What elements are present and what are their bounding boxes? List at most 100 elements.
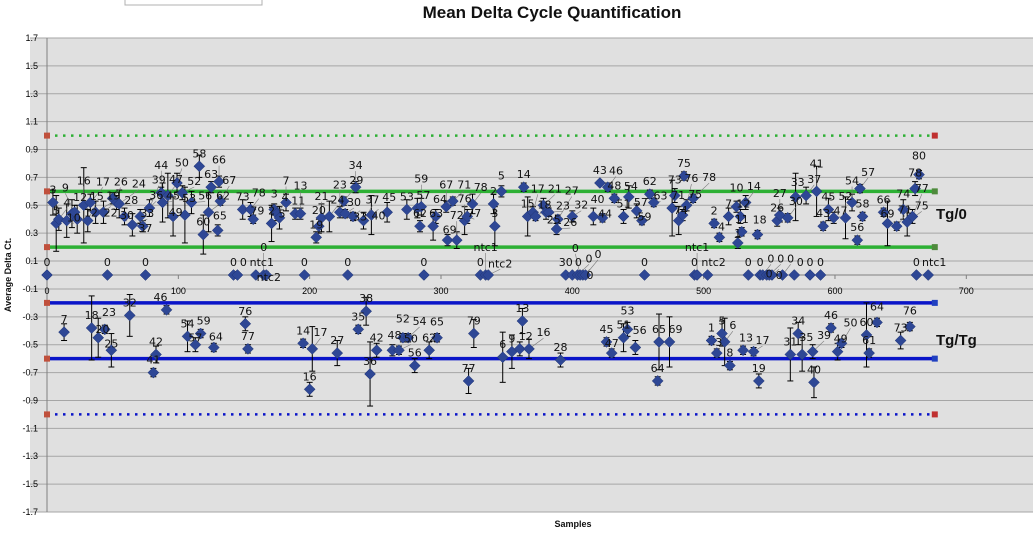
data-label: 52: [187, 175, 201, 188]
data-point: [364, 368, 376, 380]
threshold-end-marker: [931, 299, 938, 306]
data-point: [189, 338, 202, 351]
data-label: 3: [271, 187, 278, 200]
data-point: [244, 203, 257, 216]
data-point: [839, 211, 852, 224]
data-point: [341, 269, 354, 281]
y-tick-label: -0.5: [22, 340, 38, 350]
data-label: 19: [309, 218, 323, 231]
data-label: 77: [241, 330, 255, 343]
data-label: 23: [102, 306, 116, 319]
data-label: 43: [816, 207, 830, 220]
data-point: [427, 220, 439, 233]
data-point: [622, 191, 635, 203]
data-point: [579, 269, 592, 281]
data-label: 77: [915, 182, 929, 195]
data-label: 74: [674, 204, 688, 217]
data-label: 49: [169, 206, 183, 219]
data-label: 54: [181, 317, 195, 330]
data-point: [239, 317, 252, 330]
data-label: ntc1: [250, 256, 274, 269]
data-label: 56: [408, 347, 422, 360]
data-point: [550, 223, 563, 235]
data-label: 9: [62, 181, 69, 194]
data-point: [337, 195, 350, 207]
data-label: 80: [912, 150, 926, 163]
x-tick-label: 100: [171, 286, 186, 296]
data-point: [922, 269, 935, 281]
legend-box: [124, 0, 263, 6]
y-tick-label: 0.9: [25, 145, 38, 155]
data-label: 21: [314, 190, 328, 203]
data-point: [423, 344, 436, 357]
data-point: [897, 203, 910, 216]
data-point: [718, 336, 731, 348]
data-point: [713, 231, 726, 244]
y-tick-label: -1.3: [22, 451, 38, 461]
data-point: [554, 354, 567, 366]
data-point: [147, 366, 160, 379]
data-label: 0: [586, 269, 593, 282]
data-label: 62: [413, 207, 427, 220]
data-point: [231, 269, 244, 281]
data-label: 39: [152, 174, 166, 187]
data-label: 47: [605, 337, 619, 350]
data-label: 56: [633, 324, 647, 337]
threshold-lines: [44, 132, 938, 418]
y-tick-label: 0.7: [25, 172, 38, 182]
group-label-tgtg: Tg/Tg: [936, 332, 977, 349]
data-point: [487, 198, 500, 210]
data-label: 51: [617, 197, 631, 210]
data-label: 57: [634, 196, 648, 209]
data-label: 30: [347, 196, 361, 209]
data-label: ntc1: [685, 241, 709, 254]
data-point: [71, 213, 84, 226]
data-point: [273, 211, 286, 224]
data-label: 37: [365, 194, 379, 207]
data-label: 59: [197, 315, 211, 328]
y-tick-label: -1.5: [22, 479, 38, 489]
data-label: 10: [67, 211, 81, 224]
data-label: 78: [252, 187, 266, 200]
y-tick-label: -0.3: [22, 312, 38, 322]
data-label: 1: [708, 322, 715, 335]
data-label: 26: [114, 176, 128, 189]
data-label: 25: [104, 337, 118, 350]
data-label: 75: [915, 199, 929, 212]
data-label: 0: [776, 269, 783, 282]
data-point: [731, 237, 744, 249]
threshold-end-marker: [931, 411, 938, 418]
data-label: 0: [230, 256, 237, 269]
data-point: [139, 269, 152, 281]
data-point: [161, 189, 174, 202]
data-label: 65: [213, 209, 227, 222]
data-label: 16: [537, 326, 551, 339]
data-label: 37: [807, 173, 821, 186]
data-label: 30: [559, 256, 573, 269]
data-label: 59: [637, 210, 651, 223]
data-point: [663, 336, 676, 348]
data-point: [98, 323, 111, 336]
data-label: 64: [870, 300, 884, 313]
data-point: [482, 269, 495, 281]
data-label: 32: [574, 199, 588, 212]
threshold-end-marker: [44, 244, 50, 251]
data-label: 0: [585, 252, 592, 265]
data-point: [357, 214, 370, 227]
data-label: 54: [845, 175, 859, 188]
data-point: [81, 214, 94, 227]
data-point: [747, 345, 760, 358]
data-point: [566, 210, 579, 223]
y-tick-label: 1.1: [25, 117, 38, 127]
data-label: 46: [824, 309, 838, 322]
data-label: 75: [688, 188, 702, 201]
data-label: 79: [250, 204, 264, 217]
data-label: 0: [745, 256, 752, 269]
data-label: 46: [609, 164, 623, 177]
data-label: 5: [719, 315, 726, 328]
data-label: 57: [188, 332, 202, 345]
data-label: 0: [260, 241, 267, 254]
data-label: 35: [351, 310, 365, 323]
data-label: 0: [766, 268, 773, 281]
data-label: 20: [95, 323, 109, 336]
